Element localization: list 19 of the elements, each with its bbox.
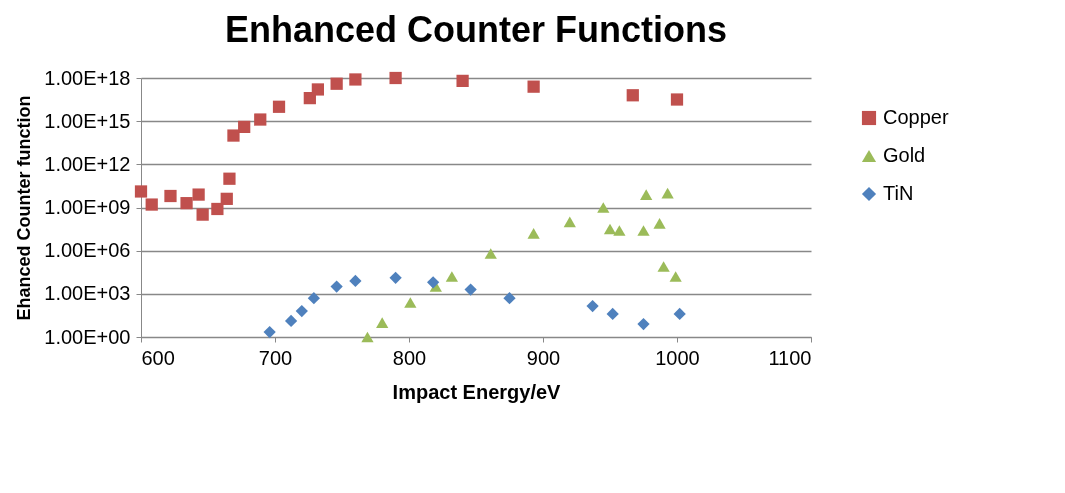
x-axis-title: Impact Energy/eV <box>392 380 562 403</box>
x-tick-label: 700 <box>258 346 293 369</box>
y-tick-label: 1.00E+00 <box>44 325 131 348</box>
x-tick-label: 800 <box>392 346 427 369</box>
x-tick-label: 1000 <box>655 346 700 369</box>
legend-label: Gold <box>883 144 926 166</box>
x-tick-label: 900 <box>526 346 561 369</box>
y-tick-label: 1.00E+15 <box>44 109 131 132</box>
y-tick-label: 1.00E+18 <box>44 66 131 89</box>
legend-label: TiN <box>883 182 914 204</box>
x-tick-label: 600 <box>141 346 175 369</box>
y-tick-label: 1.00E+12 <box>44 152 131 175</box>
y-tick-label: 1.00E+03 <box>44 282 131 305</box>
legend-label: Copper <box>883 106 949 128</box>
x-tick-label: 1100 <box>768 346 812 369</box>
y-axis-title: Ehanced Counter function <box>14 95 35 321</box>
y-tick-label: 1.00E+06 <box>44 239 131 262</box>
y-tick-label: 1.00E+09 <box>44 196 131 218</box>
chart-title: Enhanced Counter Functions <box>224 9 728 50</box>
